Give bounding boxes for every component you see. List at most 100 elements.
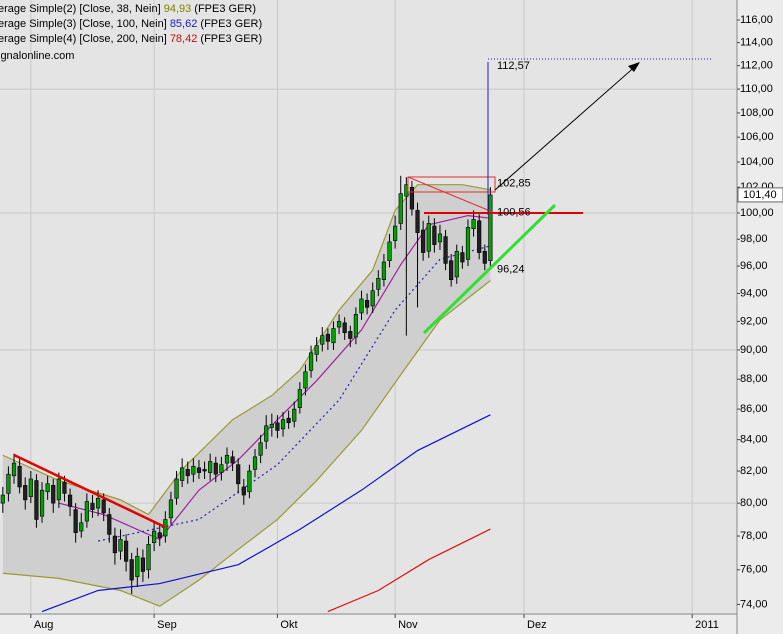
y-tick-label: 88,00 (740, 373, 768, 385)
y-tick-label: 76,00 (740, 564, 768, 576)
candle-body (286, 417, 291, 424)
candle-body (437, 233, 443, 243)
legend-entry: erage Simple(3) [Close, 100, Nein] 85,62… (0, 18, 262, 30)
candle-body (28, 478, 33, 497)
candle-body (135, 555, 140, 577)
y-tick-label: 114,00 (740, 37, 773, 49)
candle-body (185, 469, 190, 477)
legend-value: 94,93 (164, 3, 192, 15)
candle-body (168, 499, 174, 519)
legend-suffix: (FPE3 GER) (200, 18, 262, 30)
y-tick-label: 82,00 (740, 465, 768, 477)
range-box (407, 176, 496, 193)
candle-body (62, 481, 67, 494)
candle-body (6, 473, 11, 494)
candle-body (325, 333, 330, 342)
candle-body (258, 442, 263, 456)
candle-body (67, 494, 73, 507)
candle-body (292, 408, 297, 422)
candle-body (460, 252, 465, 263)
y-tick-label: 96,00 (740, 260, 768, 272)
candle-body (471, 219, 476, 229)
candle-body (157, 532, 162, 538)
candle-body (90, 502, 95, 510)
candle-body (236, 464, 241, 485)
legend-suffix: (FPE3 GER) (200, 33, 262, 45)
candle-body (84, 501, 89, 522)
candle-body (124, 540, 129, 562)
candle-body (247, 470, 252, 493)
legend-value: 78,42 (170, 33, 198, 45)
legend-text: erage Simple(4) [Close, 200, Nein] (0, 33, 167, 45)
candle-body (398, 193, 403, 224)
y-tick-label: 80,00 (740, 497, 768, 509)
candle-body (393, 225, 398, 241)
candle-body (488, 194, 493, 261)
candle-body (23, 485, 28, 501)
y-tick-label: 98,00 (740, 233, 768, 245)
candle-body (314, 345, 319, 355)
candle-body (45, 483, 50, 493)
candle-body (73, 509, 78, 534)
y-tick-label: 86,00 (740, 403, 768, 415)
x-tick-label: Dez (527, 619, 547, 631)
candle-body (432, 225, 437, 245)
candle-body (252, 456, 258, 470)
band-fill (2, 184, 491, 607)
candle-body (331, 328, 336, 344)
candle-body (308, 352, 314, 371)
legend: erage Simple(2) [Close, 38, Nein] 94,93 … (0, 3, 262, 62)
candle-body (163, 519, 168, 537)
axis-bg (737, 0, 783, 634)
y-tick-label: 100,00 (740, 207, 774, 219)
candle-body (34, 480, 39, 520)
indicator-line (41, 414, 491, 613)
trendline (13, 453, 166, 529)
candle-body (208, 461, 213, 473)
candle-body (219, 464, 224, 473)
candle-body (482, 250, 487, 264)
candle-body (364, 300, 370, 308)
annotation-label: 96,24 (497, 264, 525, 276)
arrow-head (628, 62, 640, 72)
candle-body (376, 278, 381, 290)
candle-body (370, 290, 375, 307)
candle-body (146, 544, 151, 571)
legend-text: erage Simple(3) [Close, 100, Nein] (0, 18, 167, 30)
source: ignalonline.com (0, 50, 74, 62)
candle-body (269, 423, 274, 428)
candle-body (213, 462, 218, 475)
x-tick-label: 2011 (695, 619, 719, 631)
candle-body (477, 220, 482, 253)
y-tick-label: 74,00 (740, 598, 768, 610)
trendline (407, 176, 496, 214)
candle-body (359, 298, 364, 314)
candle-body (196, 467, 202, 473)
candle-body (202, 469, 207, 472)
candle-body (51, 485, 56, 504)
candle-body (381, 261, 387, 280)
x-tick-label: Sep (157, 619, 177, 631)
candle-body (454, 250, 459, 278)
y-tick-label: 116,00 (740, 14, 773, 26)
y-tick-label: 104,00 (740, 156, 774, 168)
candle-body (39, 489, 45, 517)
candle-body (79, 522, 84, 532)
candle-body (0, 494, 5, 504)
candle-body (174, 478, 179, 499)
trendline (422, 203, 557, 335)
candle-body (320, 335, 325, 345)
candle-body (191, 465, 196, 475)
legend-suffix: (FPE3 GER) (194, 3, 256, 15)
legend-text: erage Simple(2) [Close, 38, Nein] (0, 3, 161, 15)
candle-body (449, 260, 454, 280)
indicator-line (2, 280, 491, 607)
y-tick-label: 106,00 (740, 131, 774, 143)
candle-body (241, 486, 246, 496)
arrow (494, 63, 639, 191)
candle-body (280, 419, 286, 430)
annotation-label: 102,85 (497, 177, 531, 189)
y-tick-label: 112,00 (740, 60, 773, 72)
indicator-line (97, 245, 491, 542)
